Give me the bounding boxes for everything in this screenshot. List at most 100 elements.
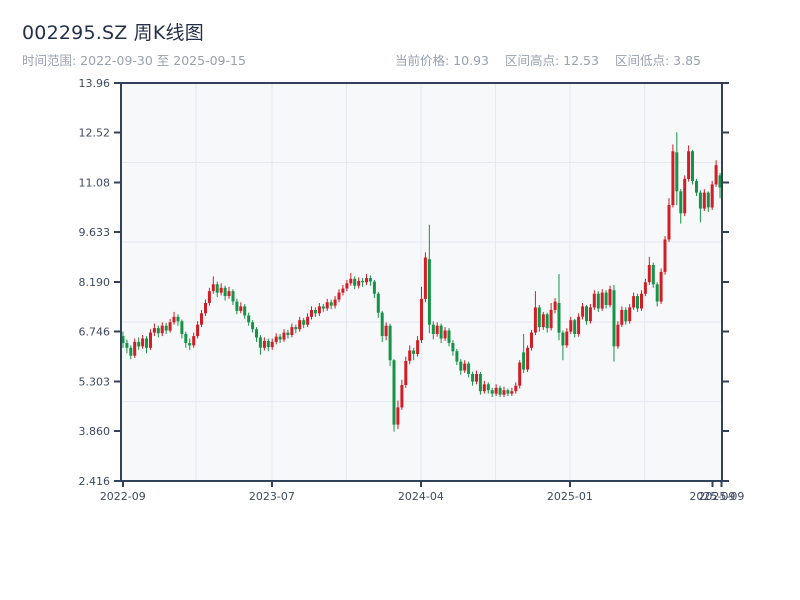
x-tick-label: 2023-07 [249, 490, 295, 503]
candle-body [636, 296, 639, 309]
candle-body [714, 165, 718, 185]
candle-body [121, 336, 125, 343]
candle-body [192, 336, 196, 346]
candle-body [467, 363, 471, 374]
candle-body [156, 328, 160, 334]
candle-body [353, 278, 357, 286]
candle-body [420, 298, 423, 341]
candle-body [298, 320, 302, 330]
candle-body [530, 332, 533, 348]
candle-body [695, 180, 698, 193]
candle-body [671, 151, 675, 206]
candle-body [687, 151, 691, 179]
candle-body [325, 302, 329, 309]
page-title: 002295.SZ 周K线图 [22, 22, 204, 44]
candle-body [655, 284, 659, 302]
candle-body [624, 309, 628, 322]
candle-body [667, 205, 671, 240]
candle-body [337, 292, 341, 300]
candle-body [679, 191, 683, 214]
x-tick-label: 2025-09 [689, 490, 735, 503]
price-stats: 当前价格: 10.93 区间高点: 12.53 区间低点: 3.85 [395, 50, 717, 69]
candle-body [533, 307, 537, 333]
plot-area [121, 83, 722, 481]
candle-body [164, 325, 168, 331]
candle-body [321, 306, 325, 309]
candle-body [152, 328, 156, 333]
candle-body [698, 192, 702, 209]
candle-body [404, 360, 408, 385]
candle-body [200, 313, 203, 325]
candle-body [447, 330, 451, 343]
y-tick-label: 12.52 [79, 127, 111, 140]
candle-body [659, 271, 663, 302]
candle-body [215, 284, 219, 293]
stat-current-price: 当前价格: 10.93 [395, 53, 489, 68]
candle-body [349, 278, 353, 284]
time-range-label: 时间范围: 2022-09-30 至 2025-09-15 [22, 53, 246, 68]
candle-body [427, 259, 431, 325]
candle-body [561, 332, 565, 346]
candle-body [258, 337, 262, 348]
candle-body [549, 309, 553, 329]
candle-body [640, 293, 643, 309]
candle-body [675, 152, 679, 192]
candle-body [691, 151, 694, 181]
candle-body [384, 325, 388, 336]
candle-body [380, 312, 384, 336]
candle-body [270, 341, 274, 348]
candle-body [522, 352, 526, 370]
candle-body [651, 265, 655, 285]
candle-body [451, 343, 455, 352]
candle-body [510, 391, 514, 394]
candle-body [526, 347, 530, 370]
candle-body [235, 301, 239, 311]
candle-body [282, 332, 286, 340]
candle-body [514, 385, 518, 392]
candle-body [455, 351, 459, 362]
candle-body [400, 385, 404, 408]
candle-body [588, 307, 592, 322]
candle-body [710, 184, 714, 208]
candle-body [498, 387, 502, 395]
candle-body [251, 322, 255, 330]
candle-body [357, 280, 361, 286]
x-tick-label: 2025-09 [698, 490, 744, 503]
x-tick-label: 2025-01 [547, 490, 593, 503]
candle-body [585, 306, 588, 322]
x-tick-label: 2022-09 [100, 490, 146, 503]
candle-body [317, 306, 321, 314]
candle-body [628, 307, 632, 322]
candle-body [361, 280, 365, 283]
candle-body [632, 296, 636, 308]
candle-body [604, 292, 608, 305]
candle-body [620, 309, 624, 325]
candle-body [172, 316, 176, 323]
candle-body [137, 341, 141, 347]
candle-body [274, 336, 278, 342]
candle-body [702, 192, 706, 209]
candle-body [392, 360, 396, 425]
y-tick-label: 6.746 [79, 326, 111, 339]
y-tick-label: 13.96 [79, 77, 111, 90]
candle-body [145, 338, 148, 348]
candle-body [439, 325, 443, 339]
candle-body [368, 278, 372, 282]
candle-body [537, 307, 541, 328]
candle-body [647, 265, 651, 283]
candle-body [160, 325, 164, 334]
candle-body [557, 303, 561, 333]
y-tick-label: 9.633 [79, 226, 111, 239]
candle-body [663, 239, 667, 272]
candle-body [518, 362, 522, 386]
candle-body [431, 324, 435, 334]
candle-body [490, 390, 494, 394]
candle-body [223, 287, 227, 297]
candle-body [478, 374, 482, 392]
candle-body [227, 291, 231, 296]
candle-body [486, 384, 490, 391]
candle-body [266, 340, 270, 348]
candle-body [345, 283, 349, 289]
candle-body [596, 293, 600, 309]
